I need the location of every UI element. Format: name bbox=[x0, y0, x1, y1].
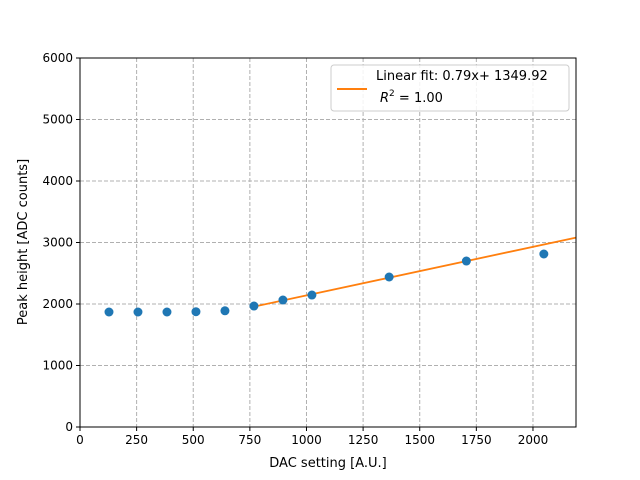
data-point bbox=[220, 306, 230, 316]
y-tick-label: 0 bbox=[65, 420, 73, 434]
y-tick-label: 4000 bbox=[42, 174, 73, 188]
data-point bbox=[461, 256, 471, 266]
legend-fit-label: Linear fit: 0.79x+ 1349.92 bbox=[376, 69, 548, 84]
data-point bbox=[249, 301, 259, 311]
x-tick-label: 1000 bbox=[291, 433, 322, 447]
fit-line bbox=[253, 236, 577, 308]
x-tick-label: 1750 bbox=[461, 433, 492, 447]
ticks: 0 250 500 750 1000 1250 1500 1750 2000 0 1000 2000 3… bbox=[42, 51, 548, 447]
legend: Linear fit: 0.79x+ 1349.92 R2 = 1.00 bbox=[330, 64, 570, 112]
x-tick-label: 1250 bbox=[348, 433, 379, 447]
grid bbox=[79, 57, 576, 428]
legend-r2-label: R2 = 1.00 bbox=[380, 89, 443, 106]
y-tick-label: 5000 bbox=[42, 113, 73, 127]
data-point bbox=[307, 290, 317, 300]
y-tick-label: 1000 bbox=[42, 359, 73, 373]
data-point bbox=[191, 307, 201, 317]
y-axis-label: Peak height [ADC counts] bbox=[16, 159, 31, 325]
data-point bbox=[384, 272, 394, 282]
data-point bbox=[162, 307, 172, 317]
data-points bbox=[104, 249, 549, 317]
y-tick-label: 3000 bbox=[42, 236, 73, 250]
x-axis-label: DAC setting [A.U.] bbox=[269, 456, 386, 471]
x-tick-label: 750 bbox=[238, 433, 261, 447]
x-tick-label: 250 bbox=[125, 433, 148, 447]
fit-line-group bbox=[253, 236, 577, 308]
y-tick-label: 2000 bbox=[42, 297, 73, 311]
data-point bbox=[104, 307, 114, 317]
x-tick-label: 2000 bbox=[518, 433, 549, 447]
y-tick-label: 6000 bbox=[42, 51, 73, 65]
x-tick-label: 1500 bbox=[404, 433, 435, 447]
data-point bbox=[278, 295, 288, 305]
data-point bbox=[133, 307, 143, 317]
data-point bbox=[539, 249, 549, 259]
x-tick-label: 500 bbox=[182, 433, 205, 447]
x-tick-label: 0 bbox=[76, 433, 84, 447]
